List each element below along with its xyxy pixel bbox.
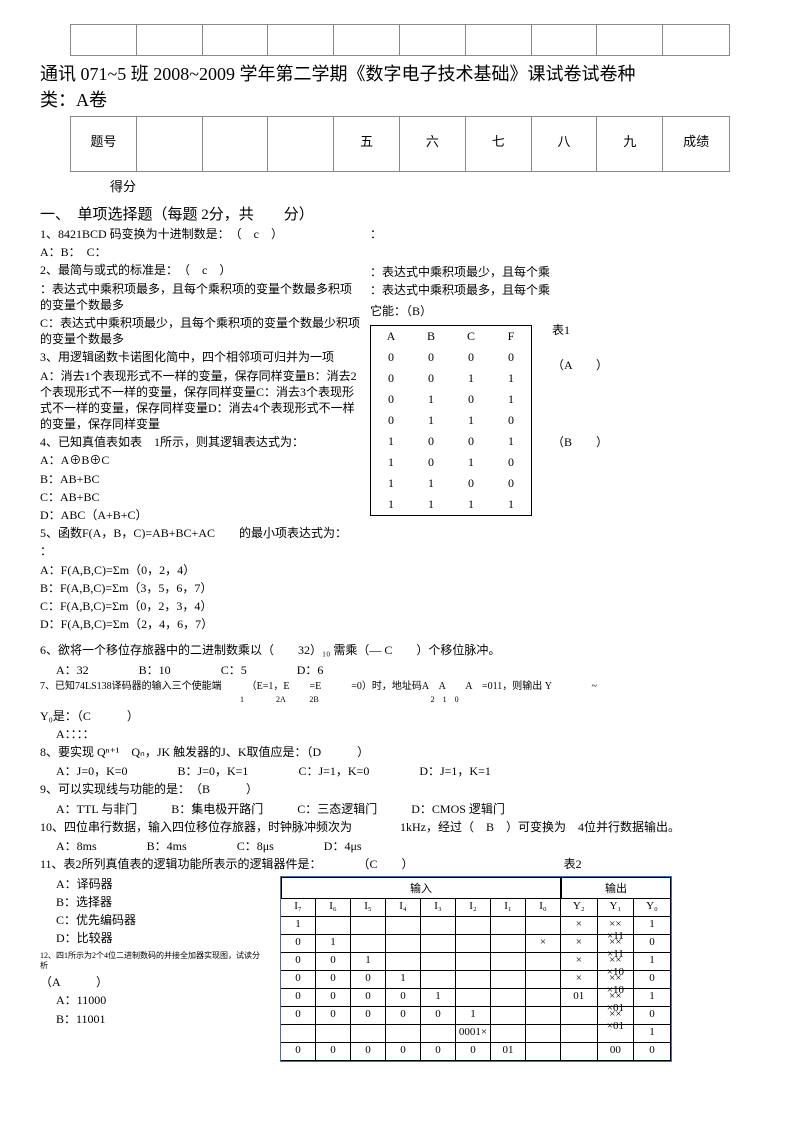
table2-head-row: I₇I₆I₅I₄I₃I₂I₁I₀Y₂Y₁Y₀ [281,899,671,917]
score-col-1: 题号 [71,117,137,171]
q7-sub: 1 2A 2B 2 1 0 [240,695,760,706]
q1: 1、8421BCD 码变换为十进制数是： （ c ） [40,226,360,242]
score-col-9: 九 [597,117,663,171]
table2-row: 0001×1 [281,1025,671,1043]
q5-d: D：F(A,B,C)=Σm（2，4，6，7） [40,616,360,632]
q10-d: D：4μs [324,837,362,854]
table1-row: 1001 [371,431,531,452]
q6-a: A：32 [56,661,89,678]
table2-row: 000001×× ×010 [281,1007,671,1025]
q8: 8、要实现 Qⁿ⁺¹ Qₙ，JK 触发器的J、K取值应是：（D ） [40,744,760,760]
table2-row: 00000001000 [281,1043,671,1061]
q2: 2、最简与或式的标准是： （ c ） [40,262,360,278]
q9-c: C：三态逻辑门 [297,800,377,817]
page-title-line1: 通讯 071~5 班 2008~2009 学年第二学期《数字电子技术基础》课试卷… [40,60,760,86]
q4-c: C：AB+BC [40,489,360,505]
table2-row: 0000101×× ×011 [281,989,671,1007]
q7-opts: A：：：： [56,726,760,742]
page-title-line2: 类：A卷 [40,86,760,112]
q4-b: B：AB+BC [40,471,360,487]
q9-b: B：集电极开路门 [171,800,263,817]
table1-row: 0011 [371,368,531,389]
q5: 5、函数F(A，B，C)=AB+BC+AC 的最小项表达式为： [40,525,360,541]
table2-row: 1××× ×111 [281,917,671,935]
q7-y0: Y₀是：（C ） [40,708,760,724]
q11-a: A：译码器 [56,876,260,892]
q6-d: D：6 [297,661,324,678]
q5-c: C：F(A,B,C)=Σm（0，2，3，4） [40,598,360,614]
q2-a: ：表达式中乘积项最多，且每个乘积项的变量个数最多积项的变量个数最多 [40,281,360,313]
q10-c: C：8μs [237,837,274,854]
q6-b: B：10 [139,661,171,678]
q2-d: C：表达式中乘积项最少，且每个乘积项的变量个数最少积项的变量个数最多 [40,315,360,347]
header-blank-grid [70,24,730,56]
table2-in-label: 输入 [281,877,561,899]
score-table: 题号 五 六 七 八 九 成绩 [70,116,730,172]
q12-a: A：11000 [56,992,260,1008]
table1-row: 0000 [371,347,531,368]
section1-heading: 一、 单项选择题（每题 2分，共 分） [40,203,760,224]
table1: A B C F 00000011010101101001101011001111 [370,325,532,516]
q3-ans: 它能：（B） [370,303,760,319]
q8-d: D：J=1，K=1 [419,762,491,779]
q6-c: C：5 [221,661,247,678]
score-col-6: 六 [400,117,466,171]
q1-blank-right: ： [370,226,760,242]
table2-out-label: 输出 [561,877,671,899]
table1-row: 1010 [371,452,531,473]
table1-hint-a: （A ） [552,356,608,373]
table1-hint-b: （B ） [552,433,608,450]
q8-c: C：J=1，K=0 [298,762,369,779]
table1-row: 1111 [371,494,531,515]
score-col-5: 五 [334,117,400,171]
q5-b: B：F(A,B,C)=Σm（3，5，6，7） [40,580,360,596]
q2-c: ：表达式中乘积项最多，且每个乘 [370,282,760,298]
q3-a: A：消去1个表现形式不一样的变量，保存同样变量B：消去2个表现形式不一样的变量，… [40,368,360,433]
q9-d: D：CMOS 逻辑门 [411,800,505,817]
q6: 6、欲将一个移位存旅器中的二进制数乘以（ 32）₁₀ 需乘（— C ）个移位脉冲… [40,642,760,658]
table2-row: 0001××× ×100 [281,971,671,989]
q9-a: A：TTL 与非门 [56,800,137,817]
score-col-8: 八 [532,117,598,171]
q3: 3、用逻辑函数卡诺图化简中，四个相邻项可归并为一项 [40,349,360,365]
q7: 7、已知74LS138译码器的输入三个使能端 （E=1，E =E =0）时，地址… [40,680,760,694]
q12: 12、四1所示为2个4位二进制数码的并接全加器实现图，试读分析 [40,951,260,973]
score-col-total: 成绩 [663,117,729,171]
q10: 10、四位串行数据，输入四位移位存旅器，时钟脉冲频次为 1kHz，经过（ B ）… [40,819,760,835]
q10-b: B：4ms [147,837,187,854]
q9: 9、可以实现线与功能的是： （B ） [40,781,760,797]
q11-c: C：优先编码器 [56,912,260,928]
score-col-7: 七 [466,117,532,171]
q4-a: A：A⊕B⊕C [40,452,360,468]
q5-a: A：F(A,B,C)=Σm（0，2，4） [40,562,360,578]
q12-ans: （A ） [40,974,260,990]
table1-head: A B C F [371,326,531,347]
q5-blank: ： [40,543,360,559]
table2: 输入 输出 I₇I₆I₅I₄I₃I₂I₁I₀Y₂Y₁Y₀ 1××× ×11101… [280,876,672,1062]
table2-row: 01×××× ×110 [281,935,671,953]
score-row2-label: 得分 [110,176,760,195]
q1-opts: A：B： C： [40,244,360,260]
table1-label: 表1 [552,321,608,338]
q4-d: D：ABC（A+B+C） [40,507,360,523]
table1-row: 0110 [371,410,531,431]
table1-row: 0101 [371,389,531,410]
q11-d: D：比较器 [56,930,260,946]
q2-b: ：表达式中乘积项最少，且每个乘 [370,264,760,280]
table2-row: 001××× ×101 [281,953,671,971]
q11-b: B：选择器 [56,894,260,910]
q4: 4、已知真值表如表 1所示，则其逻辑表达式为： [40,434,360,450]
q12-b: B：11001 [56,1011,260,1027]
table1-row: 1100 [371,473,531,494]
q10-a: A：8ms [56,837,97,854]
q8-b: B：J=0，K=1 [178,762,249,779]
q8-a: A：J=0，K=0 [56,762,128,779]
q11: 11、表2所列真值表的逻辑功能所表示的逻辑器件是： （C ） 表2 [40,856,760,872]
